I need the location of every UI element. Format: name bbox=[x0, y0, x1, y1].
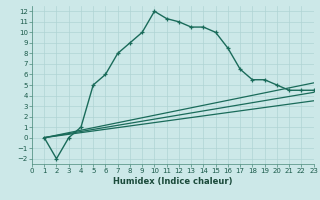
X-axis label: Humidex (Indice chaleur): Humidex (Indice chaleur) bbox=[113, 177, 233, 186]
